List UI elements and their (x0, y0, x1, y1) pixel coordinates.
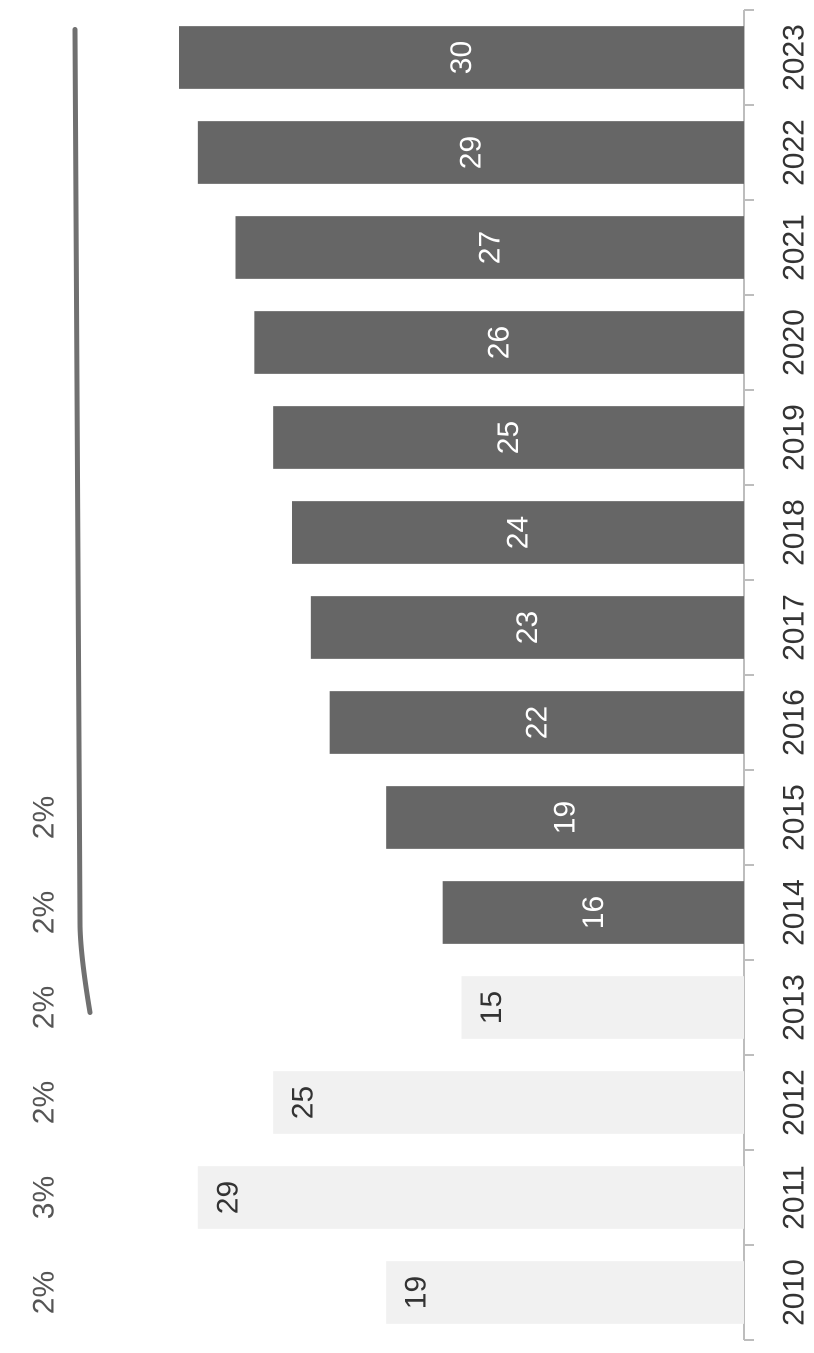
category-label: 2018 (778, 499, 811, 566)
bar-2015 (386, 786, 744, 849)
bar-value-label: 29 (211, 1181, 244, 1214)
bar-2014 (442, 881, 744, 944)
category-label: 2015 (778, 784, 811, 851)
bar-2018 (292, 501, 744, 564)
percent-label: 2% (28, 986, 61, 1029)
category-label: 2023 (778, 24, 811, 91)
axis-ticks (744, 9, 754, 1341)
bar-value-label: 15 (475, 991, 508, 1024)
percent-label: 3% (28, 1176, 61, 1219)
bar-2016 (329, 691, 744, 754)
category-label: 2011 (778, 1165, 811, 1230)
bar-value-label: 22 (520, 706, 553, 739)
bar-value-label: 29 (454, 136, 487, 169)
bar-value-label: 30 (445, 41, 478, 74)
bar-value-label: 26 (483, 326, 516, 359)
bar-value-label: 24 (502, 516, 535, 549)
bar-value-label: 19 (400, 1276, 433, 1309)
bar-value-label: 25 (287, 1086, 320, 1119)
bar-value-label: 27 (473, 231, 506, 264)
bar-2019 (273, 406, 744, 469)
percent-labels: 2% 3% 2% 2% 2% 2% (28, 796, 61, 1314)
bar-value-label: 19 (549, 801, 582, 834)
percent-label: 2% (28, 796, 61, 839)
bar-2017 (310, 596, 744, 659)
trend-line (72, 27, 93, 1015)
bar-value-label: 16 (577, 896, 610, 929)
bar-labels: 19 29 25 15 16 19 22 23 24 25 26 27 29 30 (211, 41, 610, 1309)
bar-2013 (461, 976, 744, 1039)
bar-2022 (197, 121, 745, 184)
category-labels: 2010 2011 2012 2013 2014 2015 2016 2017 2018 2019… (778, 24, 811, 1326)
bar-2023 (179, 26, 744, 89)
category-label: 2014 (778, 879, 811, 946)
percent-label: 2% (28, 1271, 61, 1314)
bar-2021 (235, 216, 744, 279)
bar-2011 (197, 1166, 745, 1229)
category-label: 2010 (778, 1259, 811, 1326)
bar-value-label: 23 (511, 611, 544, 644)
category-label: 2020 (778, 309, 811, 376)
bar-value-label: 25 (492, 421, 525, 454)
category-label: 2012 (778, 1069, 811, 1136)
category-label: 2019 (778, 404, 811, 471)
category-label: 2016 (778, 689, 811, 756)
percent-label: 2% (28, 891, 61, 934)
percent-label: 2% (28, 1081, 61, 1124)
bars (179, 26, 745, 1324)
category-label: 2021 (778, 214, 811, 281)
category-label: 2022 (778, 119, 811, 186)
bar-2012 (273, 1071, 744, 1134)
bar-2020 (254, 311, 745, 374)
category-label: 2013 (778, 974, 811, 1041)
category-label: 2017 (778, 594, 811, 661)
bar-2010 (386, 1261, 744, 1324)
